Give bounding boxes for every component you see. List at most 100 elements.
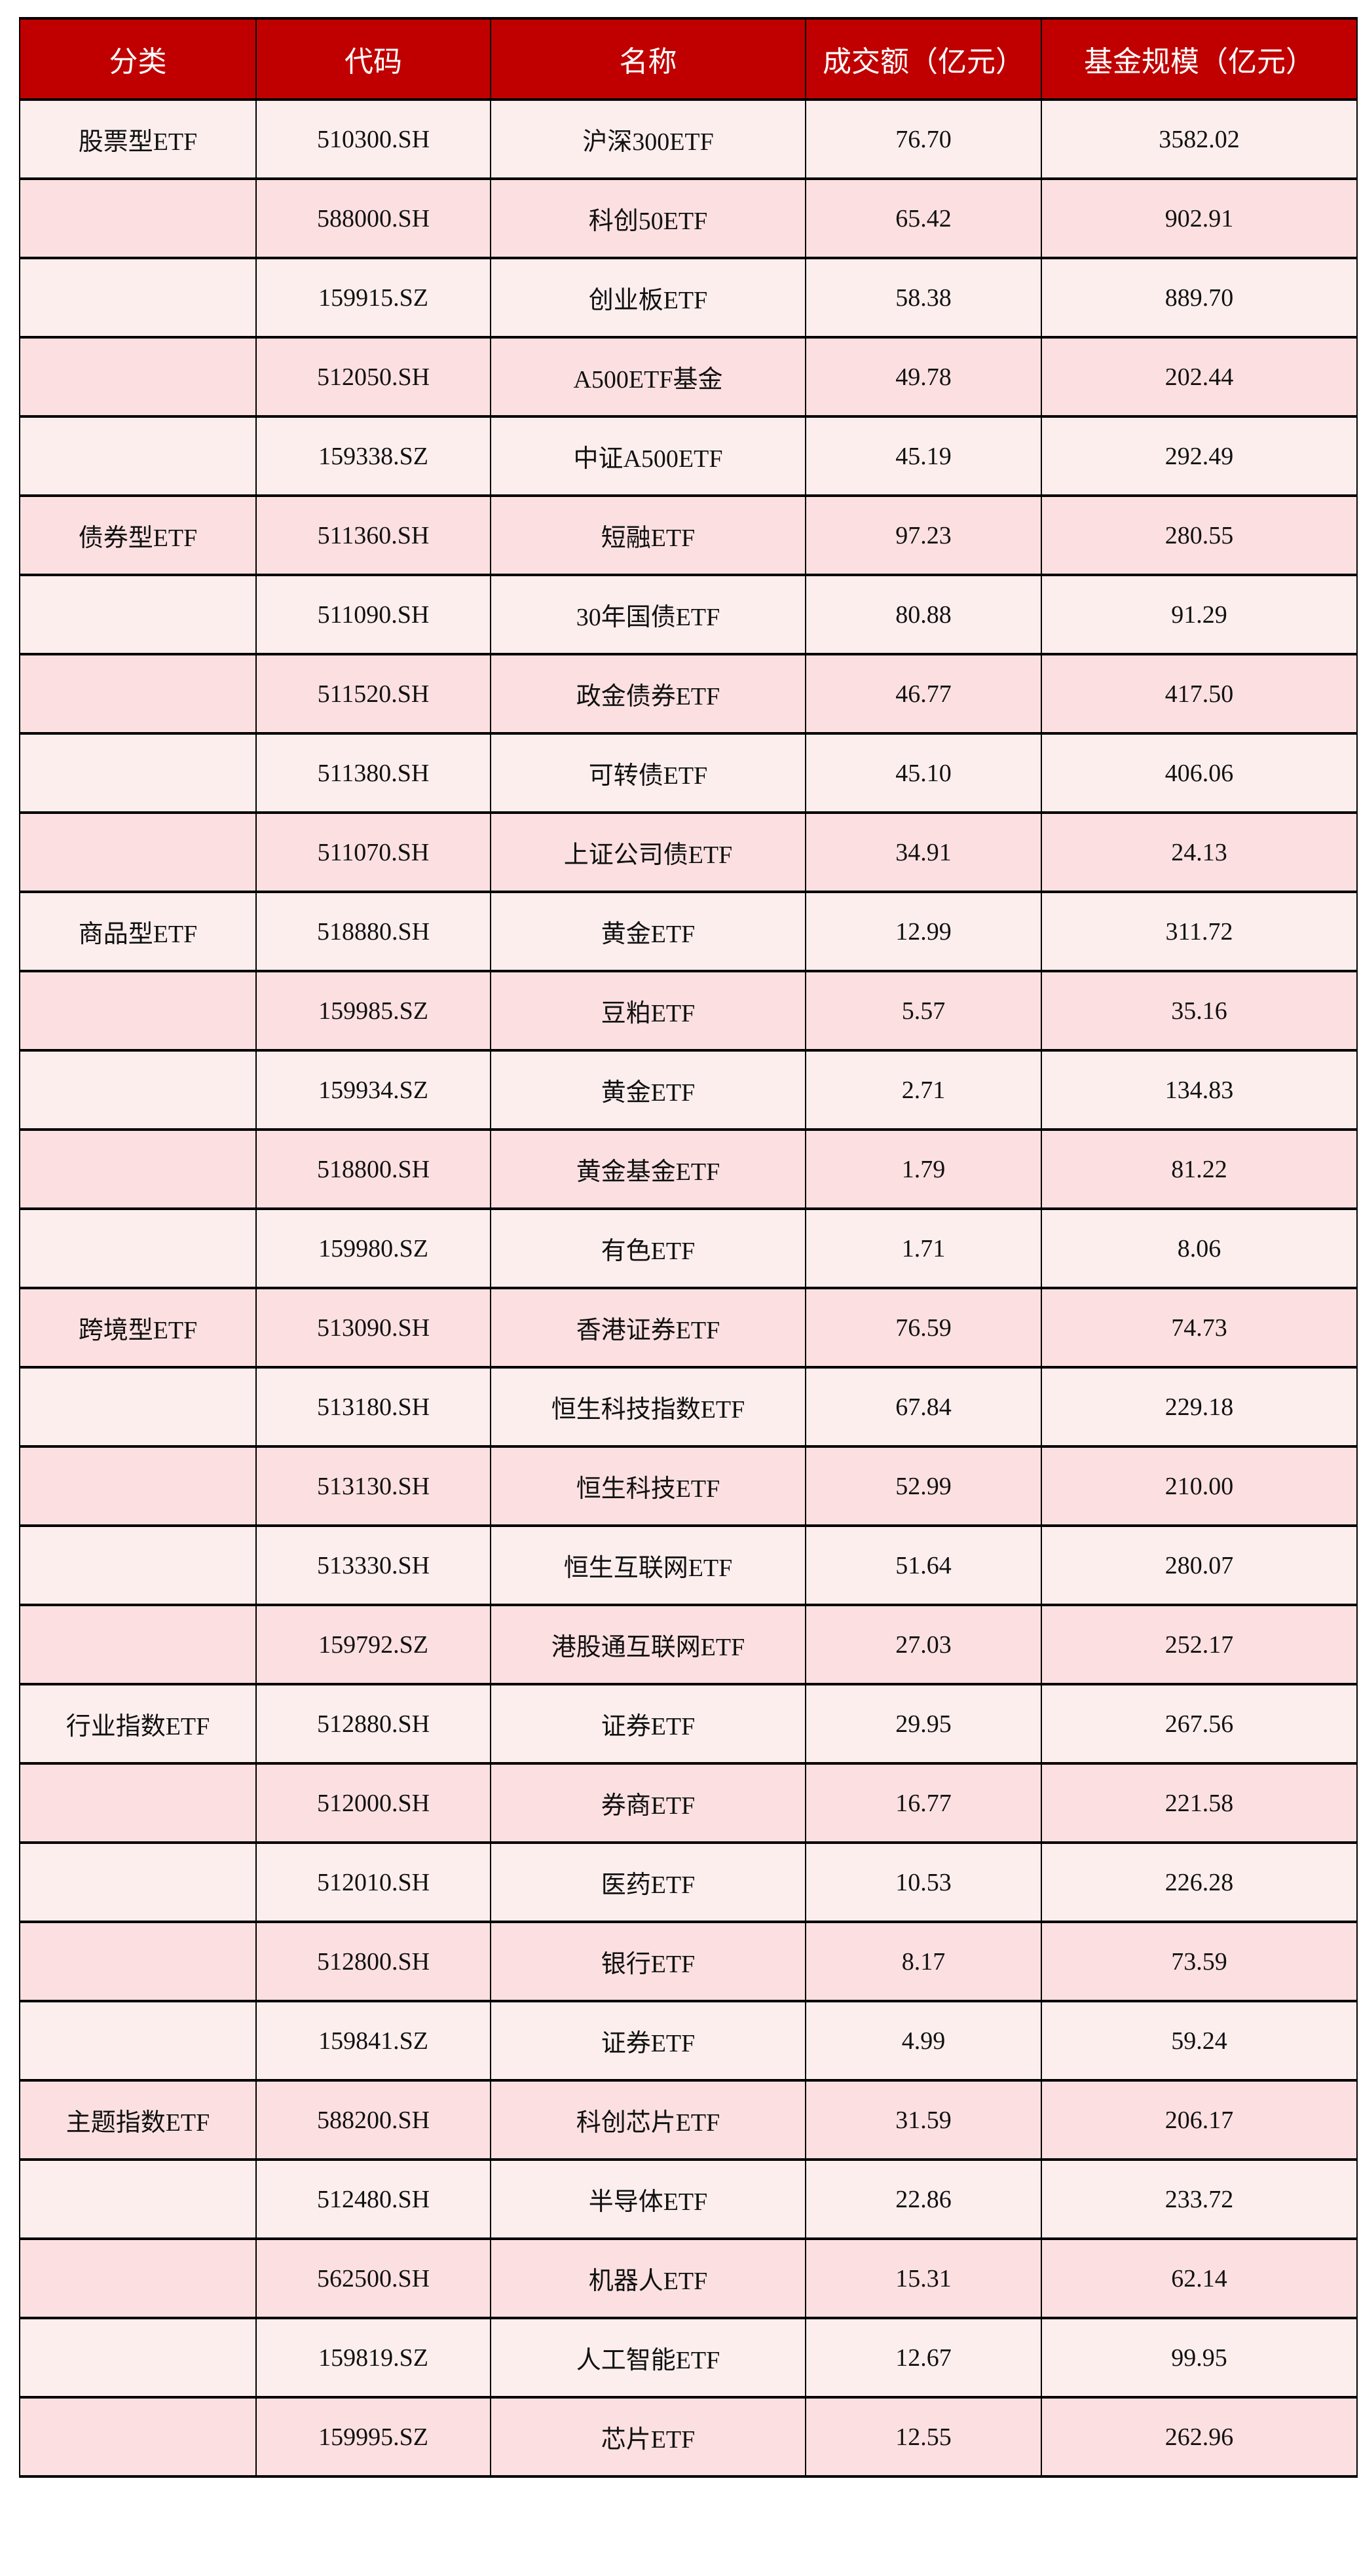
turnover-cell: 1.71: [805, 1207, 1042, 1289]
turnover-cell: 76.70: [805, 98, 1042, 180]
fund-size-cell: 267.56: [1041, 1683, 1358, 1765]
category-cell: [19, 1524, 257, 1606]
category-cell: [19, 2396, 257, 2478]
name-cell: 半导体ETF: [490, 2158, 806, 2240]
fund-size-cell: 3582.02: [1041, 98, 1358, 180]
table-row: 行业指数ETF 512880.SH 证券ETF 29.95 267.56: [19, 1683, 1358, 1765]
category-cell: [19, 811, 257, 893]
fund-size-cell: 252.17: [1041, 1604, 1358, 1685]
code-cell: 588200.SH: [255, 2079, 491, 2161]
turnover-cell: 15.31: [805, 2237, 1042, 2319]
turnover-cell: 22.86: [805, 2158, 1042, 2240]
table-row: 518800.SH 黄金基金ETF 1.79 81.22: [19, 1128, 1358, 1210]
table-row: 512050.SH A500ETF基金 49.78 202.44: [19, 336, 1358, 418]
table-row: 511520.SH 政金债券ETF 46.77 417.50: [19, 653, 1358, 735]
code-cell: 513330.SH: [255, 1524, 491, 1606]
name-cell: 沪深300ETF: [490, 98, 806, 180]
table-row: 512000.SH 券商ETF 16.77 221.58: [19, 1762, 1358, 1844]
category-cell: [19, 1207, 257, 1289]
category-cell: [19, 1921, 257, 2002]
category-cell: 主题指数ETF: [19, 2079, 257, 2161]
code-cell: 159819.SZ: [255, 2317, 491, 2399]
name-cell: 恒生科技ETF: [490, 1445, 806, 1527]
code-cell: 513090.SH: [255, 1287, 491, 1369]
turnover-cell: 12.67: [805, 2317, 1042, 2399]
turnover-cell: 52.99: [805, 1445, 1042, 1527]
table-row: 511380.SH 可转债ETF 45.10 406.06: [19, 732, 1358, 814]
category-cell: [19, 1762, 257, 1844]
fund-size-cell: 280.55: [1041, 494, 1358, 576]
name-cell: 创业板ETF: [490, 257, 806, 339]
name-cell: 可转债ETF: [490, 732, 806, 814]
code-cell: 159985.SZ: [255, 970, 491, 1052]
category-cell: 债券型ETF: [19, 494, 257, 576]
code-cell: 513130.SH: [255, 1445, 491, 1527]
fund-size-cell: 292.49: [1041, 415, 1358, 497]
table-row: 跨境型ETF 513090.SH 香港证券ETF 76.59 74.73: [19, 1287, 1358, 1369]
code-cell: 512800.SH: [255, 1921, 491, 2002]
category-cell: [19, 1049, 257, 1131]
turnover-cell: 80.88: [805, 574, 1042, 655]
turnover-cell: 31.59: [805, 2079, 1042, 2161]
turnover-cell: 27.03: [805, 1604, 1042, 1685]
name-cell: 短融ETF: [490, 494, 806, 576]
category-cell: [19, 336, 257, 418]
category-cell: [19, 1604, 257, 1685]
turnover-cell: 12.55: [805, 2396, 1042, 2478]
turnover-cell: 34.91: [805, 811, 1042, 893]
etf-table: 分类 代码 名称 成交额（亿元） 基金规模（亿元） 股票型ETF 510300.S…: [19, 17, 1358, 2478]
table-row: 159985.SZ 豆粕ETF 5.57 35.16: [19, 970, 1358, 1052]
table-row: 512800.SH 银行ETF 8.17 73.59: [19, 1921, 1358, 2002]
fund-size-cell: 206.17: [1041, 2079, 1358, 2161]
code-cell: 513180.SH: [255, 1366, 491, 1448]
table-row: 159915.SZ 创业板ETF 58.38 889.70: [19, 257, 1358, 339]
table-row: 159819.SZ 人工智能ETF 12.67 99.95: [19, 2317, 1358, 2399]
name-cell: 黄金ETF: [490, 891, 806, 972]
category-cell: [19, 970, 257, 1052]
name-cell: 上证公司债ETF: [490, 811, 806, 893]
code-cell: 511380.SH: [255, 732, 491, 814]
fund-size-cell: 233.72: [1041, 2158, 1358, 2240]
code-cell: 510300.SH: [255, 98, 491, 180]
fund-size-cell: 99.95: [1041, 2317, 1358, 2399]
code-cell: 159338.SZ: [255, 415, 491, 497]
code-cell: 159841.SZ: [255, 2000, 491, 2082]
table-body: 股票型ETF 510300.SH 沪深300ETF 76.70 3582.02 58800…: [19, 98, 1358, 2478]
fund-size-cell: 59.24: [1041, 2000, 1358, 2082]
code-cell: 511520.SH: [255, 653, 491, 735]
code-cell: 562500.SH: [255, 2237, 491, 2319]
table-row: 511090.SH 30年国债ETF 80.88 91.29: [19, 574, 1358, 655]
turnover-cell: 8.17: [805, 1921, 1042, 2002]
turnover-cell: 58.38: [805, 257, 1042, 339]
category-cell: [19, 2317, 257, 2399]
category-cell: [19, 2000, 257, 2082]
turnover-cell: 76.59: [805, 1287, 1042, 1369]
category-cell: [19, 415, 257, 497]
fund-size-cell: 81.22: [1041, 1128, 1358, 1210]
name-cell: 芯片ETF: [490, 2396, 806, 2478]
name-cell: 银行ETF: [490, 1921, 806, 2002]
code-cell: 588000.SH: [255, 177, 491, 259]
turnover-cell: 67.84: [805, 1366, 1042, 1448]
table-row: 513130.SH 恒生科技ETF 52.99 210.00: [19, 1445, 1358, 1527]
table-row: 159934.SZ 黄金ETF 2.71 134.83: [19, 1049, 1358, 1131]
fund-size-cell: 134.83: [1041, 1049, 1358, 1131]
code-cell: 518880.SH: [255, 891, 491, 972]
table-row: 511070.SH 上证公司债ETF 34.91 24.13: [19, 811, 1358, 893]
name-cell: 有色ETF: [490, 1207, 806, 1289]
fund-size-cell: 226.28: [1041, 1841, 1358, 1923]
header-fund-size: 基金规模（亿元）: [1041, 17, 1358, 101]
code-cell: 512480.SH: [255, 2158, 491, 2240]
name-cell: 人工智能ETF: [490, 2317, 806, 2399]
header-row: 分类 代码 名称 成交额（亿元） 基金规模（亿元）: [19, 17, 1358, 101]
category-cell: [19, 574, 257, 655]
fund-size-cell: 73.59: [1041, 1921, 1358, 2002]
code-cell: 511090.SH: [255, 574, 491, 655]
table-row: 159995.SZ 芯片ETF 12.55 262.96: [19, 2396, 1358, 2478]
name-cell: 科创芯片ETF: [490, 2079, 806, 2161]
table-row: 159338.SZ 中证A500ETF 45.19 292.49: [19, 415, 1358, 497]
fund-size-cell: 74.73: [1041, 1287, 1358, 1369]
category-cell: [19, 1445, 257, 1527]
code-cell: 518800.SH: [255, 1128, 491, 1210]
table-row: 512010.SH 医药ETF 10.53 226.28: [19, 1841, 1358, 1923]
